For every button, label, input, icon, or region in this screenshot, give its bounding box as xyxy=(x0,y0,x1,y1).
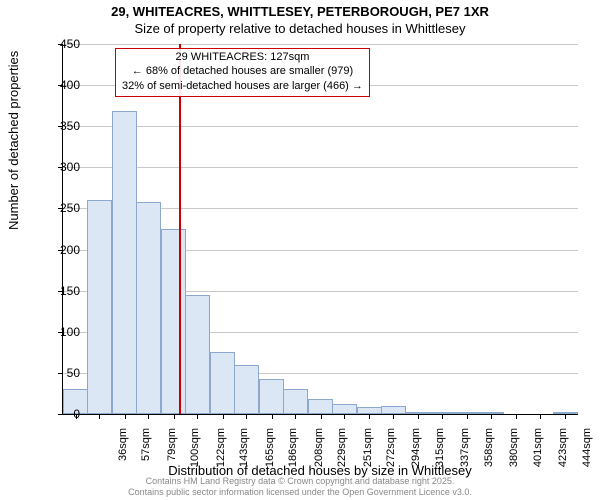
y-axis-label: Number of detached properties xyxy=(6,51,21,230)
x-tick-mark xyxy=(99,414,100,419)
x-tick-label: 122sqm xyxy=(215,428,227,478)
x-tick-mark xyxy=(246,414,247,419)
x-tick-label: 401sqm xyxy=(532,428,544,478)
y-tick-label: 200 xyxy=(50,243,80,257)
histogram-bar xyxy=(234,365,258,414)
y-tick-label: 350 xyxy=(50,119,80,133)
histogram-bar xyxy=(308,399,332,414)
x-tick-label: 444sqm xyxy=(581,428,593,478)
x-tick-label: 57sqm xyxy=(140,428,152,478)
x-tick-mark xyxy=(565,414,566,419)
histogram-bar xyxy=(87,200,111,414)
histogram-bar xyxy=(136,202,160,414)
x-tick-label: 79sqm xyxy=(166,428,178,478)
annotation-box: 29 WHITEACRES: 127sqm ← 68% of detached … xyxy=(115,48,370,97)
x-tick-mark xyxy=(272,414,273,419)
y-tick-label: 100 xyxy=(50,325,80,339)
histogram-bar xyxy=(161,229,185,414)
x-tick-mark xyxy=(467,414,468,419)
annotation-line-1: 29 WHITEACRES: 127sqm xyxy=(122,50,363,64)
x-tick-mark xyxy=(516,414,517,419)
x-tick-label: 208sqm xyxy=(313,428,325,478)
x-tick-mark xyxy=(197,414,198,419)
x-tick-mark xyxy=(223,414,224,419)
x-tick-mark xyxy=(369,414,370,419)
footer-line-1: Contains HM Land Registry data © Crown c… xyxy=(0,476,600,487)
x-tick-mark xyxy=(321,414,322,419)
grid-line xyxy=(63,167,578,168)
histogram-bar xyxy=(185,295,209,414)
y-tick-label: 250 xyxy=(50,201,80,215)
x-tick-mark xyxy=(295,414,296,419)
y-tick-label: 300 xyxy=(50,160,80,174)
footer-attribution: Contains HM Land Registry data © Crown c… xyxy=(0,476,600,498)
histogram-bar xyxy=(283,389,307,414)
y-tick-label: 150 xyxy=(50,284,80,298)
x-tick-label: 337sqm xyxy=(459,428,471,478)
y-tick-label: 450 xyxy=(50,37,80,51)
annotation-line-3: 32% of semi-detached houses are larger (… xyxy=(122,79,363,93)
property-marker-line xyxy=(179,44,181,414)
x-tick-label: 165sqm xyxy=(264,428,276,478)
chart-title: 29, WHITEACRES, WHITTLESEY, PETERBOROUGH… xyxy=(0,0,600,21)
plot-area: 29 WHITEACRES: 127sqm ← 68% of detached … xyxy=(62,44,578,415)
x-tick-label: 186sqm xyxy=(287,428,299,478)
chart-subtitle: Size of property relative to detached ho… xyxy=(0,21,600,38)
x-tick-label: 36sqm xyxy=(117,428,129,478)
x-tick-mark xyxy=(344,414,345,419)
y-tick-label: 50 xyxy=(50,366,80,380)
x-tick-label: 294sqm xyxy=(410,428,422,478)
x-tick-label: 358sqm xyxy=(483,428,495,478)
x-tick-label: 251sqm xyxy=(362,428,374,478)
x-tick-label: 380sqm xyxy=(508,428,520,478)
histogram-bar xyxy=(381,406,405,414)
x-tick-mark xyxy=(540,414,541,419)
x-tick-mark xyxy=(393,414,394,419)
x-tick-label: 423sqm xyxy=(557,428,569,478)
histogram-bar xyxy=(332,404,356,414)
x-tick-label: 100sqm xyxy=(189,428,201,478)
x-tick-label: 272sqm xyxy=(385,428,397,478)
histogram-bar xyxy=(112,111,136,414)
chart-container: 29, WHITEACRES, WHITTLESEY, PETERBOROUGH… xyxy=(0,0,600,500)
histogram-bar xyxy=(259,379,283,414)
y-tick-label: 0 xyxy=(50,407,80,421)
x-tick-mark xyxy=(125,414,126,419)
x-tick-mark xyxy=(174,414,175,419)
histogram-bar xyxy=(210,352,234,414)
footer-line-2: Contains public sector information licen… xyxy=(0,487,600,498)
x-tick-label: 315sqm xyxy=(434,428,446,478)
y-tick-label: 400 xyxy=(50,78,80,92)
x-tick-label: 143sqm xyxy=(238,428,250,478)
x-tick-mark xyxy=(491,414,492,419)
x-tick-mark xyxy=(418,414,419,419)
x-tick-label: 229sqm xyxy=(336,428,348,478)
grid-line xyxy=(63,126,578,127)
grid-line xyxy=(63,44,578,45)
annotation-line-2: ← 68% of detached houses are smaller (97… xyxy=(122,64,363,78)
x-tick-mark xyxy=(442,414,443,419)
x-tick-mark xyxy=(148,414,149,419)
